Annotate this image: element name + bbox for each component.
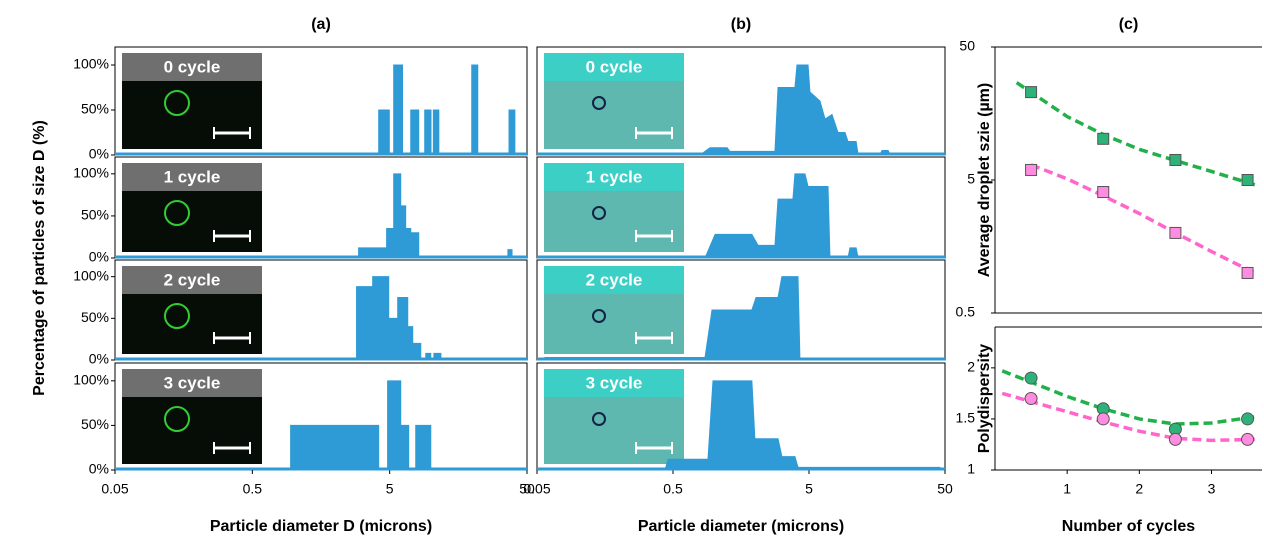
distribution-area	[356, 276, 442, 361]
y-tick-label: 0%	[89, 351, 109, 367]
y-tick-label: 50%	[81, 309, 109, 325]
y-axis-label: Polydispersity	[976, 344, 993, 453]
marker	[1097, 186, 1110, 199]
y-tick-label: 50%	[81, 207, 109, 223]
y-tick-label: 100%	[73, 56, 109, 72]
droplet	[164, 406, 190, 432]
x-tick-label: 50	[937, 481, 953, 497]
marker	[1241, 432, 1255, 446]
y-tick-label: 50%	[81, 416, 109, 432]
marker	[1169, 226, 1182, 239]
marker	[1024, 392, 1038, 405]
marker	[1097, 132, 1110, 145]
inset-label: 2 cycle	[586, 270, 643, 289]
panel-label: (c)	[1119, 16, 1139, 33]
inset-label: 3 cycle	[586, 373, 643, 392]
x-tick-label: 50	[519, 481, 535, 497]
droplet	[164, 303, 190, 329]
y-tick-label: 0%	[89, 146, 109, 162]
marker	[1241, 174, 1254, 186]
marker	[1096, 412, 1110, 426]
droplet	[592, 206, 606, 220]
x-tick-label: 2	[1135, 481, 1143, 497]
marker	[1025, 163, 1038, 176]
marker	[1168, 432, 1182, 446]
marker	[1169, 153, 1182, 166]
y-tick-label: 50%	[81, 101, 109, 117]
y-axis-label: Percentage of particles of size D (%)	[31, 120, 48, 396]
distribution-area	[698, 64, 891, 156]
y-tick-label: 5	[967, 171, 975, 187]
distribution-area	[664, 380, 941, 471]
x-axis-label: Particle diameter D (microns)	[210, 518, 432, 535]
marker	[1024, 371, 1038, 385]
y-tick-label: 1	[967, 461, 975, 477]
panel-label: (b)	[731, 16, 751, 33]
distribution-area	[358, 173, 513, 259]
inset-label: 0 cycle	[586, 57, 643, 76]
inset-band	[544, 163, 684, 191]
marker	[1241, 266, 1254, 279]
y-tick-label: 0%	[89, 249, 109, 265]
distribution-area	[378, 64, 516, 156]
inset-band	[544, 53, 684, 81]
fit-line	[1015, 81, 1256, 187]
y-tick-label: 1.5	[956, 410, 976, 426]
inset-label: 1 cycle	[586, 167, 643, 186]
droplet	[592, 309, 606, 323]
marker	[1241, 412, 1255, 426]
x-axis-label: Number of cycles	[1062, 518, 1195, 535]
inset-band	[122, 266, 262, 294]
droplet	[592, 412, 606, 426]
marker	[1025, 86, 1038, 99]
inset-band	[122, 163, 262, 191]
fit-line	[1001, 369, 1256, 426]
y-tick-label: 50	[959, 38, 975, 54]
distribution-area	[544, 276, 801, 361]
inset-label: 3 cycle	[164, 373, 221, 392]
x-tick-label: 1	[1063, 481, 1071, 497]
inset-label: 2 cycle	[164, 270, 221, 289]
x-tick-label: 5	[386, 481, 394, 497]
droplet	[592, 96, 606, 110]
distribution-area	[704, 173, 859, 259]
x-tick-label: 0.05	[101, 481, 128, 497]
inset-band	[544, 369, 684, 397]
x-tick-label: 0.5	[663, 481, 683, 497]
panel-label: (a)	[311, 16, 331, 33]
y-tick-label: 0%	[89, 461, 109, 477]
y-tick-label: 100%	[73, 372, 109, 388]
y-axis-label: Average droplet szie (µm)	[976, 83, 993, 277]
fit-line	[1001, 391, 1255, 443]
y-tick-label: 0.5	[956, 304, 976, 320]
y-tick-label: 2	[967, 359, 975, 375]
x-tick-label: 0.5	[243, 481, 263, 497]
y-tick-label: 100%	[73, 165, 109, 181]
droplet	[164, 200, 190, 226]
x-tick-label: 0.05	[523, 481, 550, 497]
droplet	[164, 90, 190, 116]
x-tick-label: 5	[805, 481, 813, 497]
inset-label: 1 cycle	[164, 167, 221, 186]
y-tick-label: 100%	[73, 267, 109, 283]
distribution-area	[290, 380, 432, 471]
inset-band	[122, 53, 262, 81]
inset-label: 0 cycle	[164, 57, 221, 76]
fit-line	[1030, 163, 1256, 275]
inset-band	[122, 369, 262, 397]
x-tick-label: 3	[1208, 481, 1216, 497]
inset-band	[544, 266, 684, 294]
x-axis-label: Particle diameter (microns)	[638, 518, 844, 535]
